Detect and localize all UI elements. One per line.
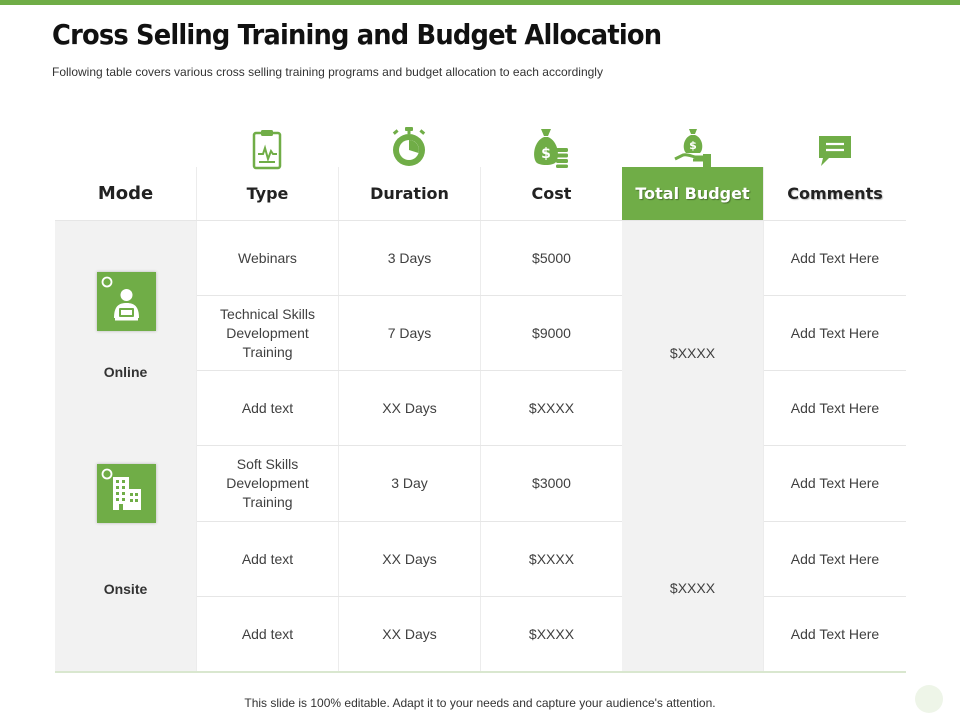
stopwatch-icon	[389, 126, 429, 168]
row-divider	[764, 295, 906, 296]
cell-type: Add text	[241, 550, 294, 567]
header-type: Type	[246, 184, 289, 203]
header-duration: Duration	[370, 184, 449, 203]
mode-label-online: Online	[103, 364, 148, 380]
row-divider	[197, 370, 622, 371]
column-divider	[196, 167, 197, 672]
mode-label-onsite: Onsite	[103, 581, 148, 597]
footer-note: This slide is 100% editable. Adapt it to…	[244, 696, 716, 710]
cell-cost: $XXXX	[528, 626, 575, 642]
header-comments: Comments	[787, 184, 883, 203]
table-bottom-border	[55, 671, 906, 673]
cell-comment: Add Text Here	[790, 475, 880, 491]
top-accent-bar	[0, 0, 960, 5]
row-divider	[764, 596, 906, 597]
money-hand-icon: $	[673, 127, 713, 169]
cell-type: Add text	[241, 399, 294, 416]
cell-comment: Add Text Here	[790, 399, 880, 416]
header-divider	[55, 220, 906, 221]
svg-text:$: $	[541, 146, 551, 162]
cell-duration: XX Days	[382, 626, 437, 642]
row-divider	[197, 295, 622, 296]
cell-type: Webinars	[238, 249, 297, 266]
svg-text:$: $	[689, 139, 697, 152]
cell-cost: $XXXX	[528, 399, 575, 416]
header-total-budget: Total Budget	[622, 167, 763, 220]
office-building-icon	[97, 464, 156, 523]
row-divider	[764, 521, 906, 522]
row-divider	[197, 596, 622, 597]
online-user-icon	[97, 272, 156, 331]
cell-cost: $5000	[532, 249, 571, 266]
cell-duration: XX Days	[382, 550, 437, 567]
total-budget-column-background	[622, 220, 763, 672]
row-divider	[197, 445, 622, 446]
page-title: Cross Selling Training and Budget Alloca…	[52, 18, 662, 51]
cell-duration: 7 Days	[387, 324, 432, 341]
row-divider	[197, 521, 622, 522]
total-budget-online: $XXXX	[669, 344, 716, 361]
cell-duration: 3 Days	[387, 249, 432, 266]
cell-comment: Add Text Here	[790, 550, 880, 567]
cell-duration: 3 Day	[391, 475, 428, 491]
chat-bubble-icon	[815, 132, 855, 174]
column-divider	[338, 167, 339, 672]
cell-cost: $XXXX	[528, 550, 575, 567]
header-mode: Mode	[97, 183, 154, 204]
page-subtitle: Following table covers various cross sel…	[52, 65, 603, 79]
cell-duration: XX Days	[382, 399, 437, 416]
cell-cost: $9000	[532, 324, 571, 341]
cell-type: Technical Skills Development Training	[220, 305, 315, 360]
header-cost: Cost	[531, 184, 572, 203]
cell-cost: $3000	[532, 475, 571, 491]
cell-type: Add text	[241, 626, 294, 642]
column-divider	[763, 167, 764, 672]
row-divider	[764, 370, 906, 371]
page-number-badge	[915, 685, 943, 713]
row-divider	[764, 445, 906, 446]
cell-comment: Add Text Here	[790, 249, 880, 266]
cell-comment: Add Text Here	[790, 626, 880, 642]
column-divider	[480, 167, 481, 672]
cell-comment: Add Text Here	[790, 324, 880, 341]
cell-type: Soft Skills Development Training	[226, 456, 309, 510]
total-budget-onsite: $XXXX	[669, 580, 716, 596]
money-bag-coins-icon: $	[530, 126, 570, 168]
clipboard-icon	[247, 129, 287, 171]
